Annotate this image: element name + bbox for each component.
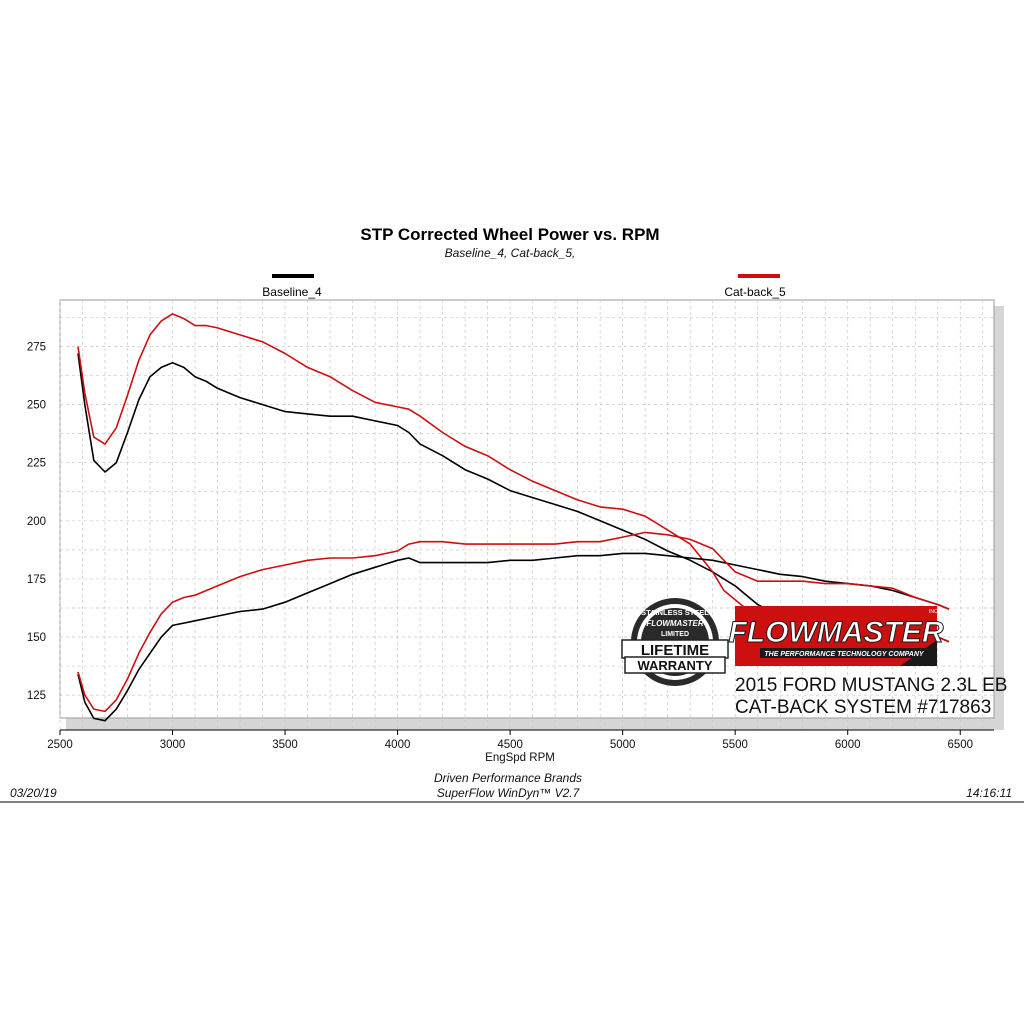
footer-date: 03/20/19 <box>10 786 57 800</box>
series-line-cat-back-5-lower <box>77 531 950 713</box>
chart-subtitle: Baseline_4, Cat-back_5, <box>445 246 576 260</box>
x-tick-label: 2500 <box>47 739 73 751</box>
chart-title: STP Corrected Wheel Power vs. RPM <box>360 225 659 244</box>
x-tick-label: 5000 <box>610 739 636 751</box>
vehicle-line-1: 2015 FORD MUSTANG 2.3L EB <box>735 675 1007 696</box>
y-axis-ticks: 125 150 175 200 225 250 275 <box>27 341 46 702</box>
badge-limited-text: LIMITED <box>661 631 689 638</box>
y-tick-label: 225 <box>27 458 46 470</box>
badge-lifetime-text: LIFETIME <box>641 642 709 659</box>
badge-warranty-text: WARRANTY <box>637 658 712 673</box>
y-tick-label: 175 <box>27 574 46 586</box>
x-axis-ticks: 2500 3000 3500 4000 4500 5000 5500 6000 6500 <box>47 730 973 751</box>
flowmaster-logo: FLOWMASTER INC. THE PERFORMANCE TECHNOLO… <box>728 606 944 666</box>
series-line-baseline-4-lower <box>77 552 950 722</box>
legend-label-baseline: Baseline_4 <box>262 285 322 299</box>
logo-wordmark: FLOWMASTER <box>729 616 944 649</box>
badge-top-text: STAINLESS STEEL <box>641 608 709 617</box>
x-tick-label: 6000 <box>835 739 861 751</box>
x-tick-label: 3500 <box>272 739 298 751</box>
y-tick-label: 200 <box>27 516 46 528</box>
badge-brand-text: FLOWMASTER <box>646 619 704 628</box>
logo-tagline: THE PERFORMANCE TECHNOLOGY COMPANY <box>764 651 925 658</box>
legend-label-catback: Cat-back_5 <box>724 285 786 299</box>
y-tick-label: 275 <box>27 341 46 353</box>
y-tick-label: 150 <box>27 632 46 644</box>
footer-time: 14:16:11 <box>966 786 1012 800</box>
y-tick-label: 125 <box>27 690 46 702</box>
x-tick-label: 5500 <box>722 739 748 751</box>
x-tick-label: 4000 <box>385 739 411 751</box>
x-tick-label: 3000 <box>160 739 186 751</box>
y-tick-label: 250 <box>27 400 46 412</box>
legend: Baseline_4 Cat-back_5 <box>262 274 786 299</box>
vehicle-line-2: CAT-BACK SYSTEM #717863 <box>735 697 991 718</box>
footer-software: SuperFlow WinDyn™ V2.7 <box>437 786 581 800</box>
x-tick-label: 4500 <box>497 739 523 751</box>
x-tick-label: 6500 <box>947 739 973 751</box>
footer-company: Driven Performance Brands <box>434 771 582 785</box>
logo-inc: INC. <box>929 609 939 615</box>
warranty-badge: STAINLESS STEEL FLOWMASTER LIMITED LIFET… <box>621 598 729 686</box>
x-axis-label: EngSpd RPM <box>485 752 555 764</box>
